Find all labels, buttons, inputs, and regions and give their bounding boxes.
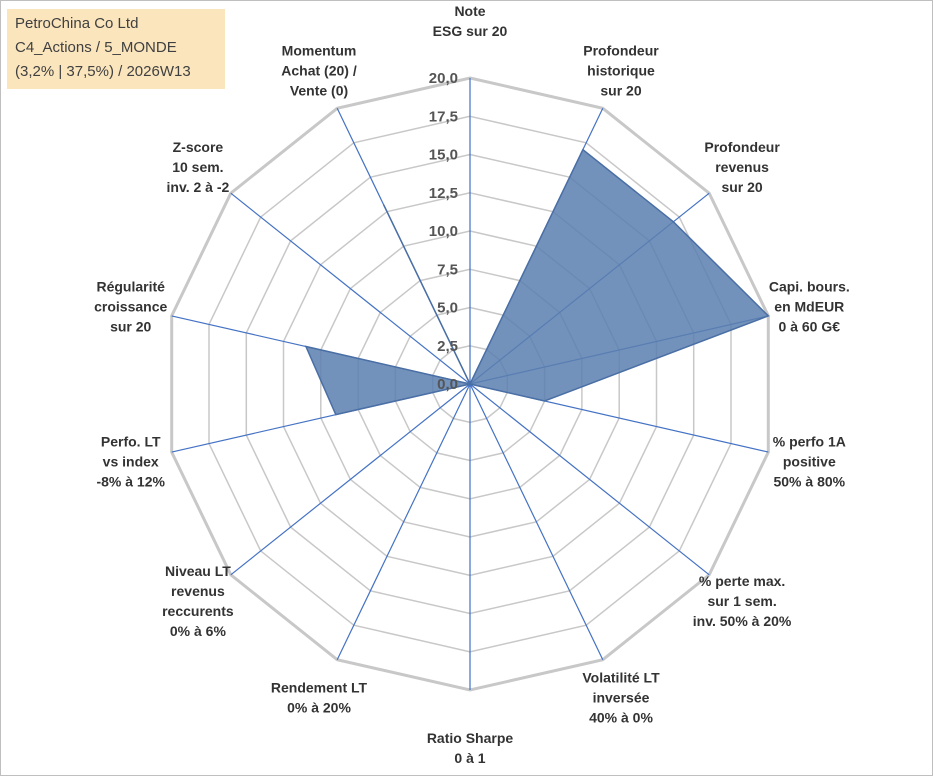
axis-label-line: Perfo. LT <box>101 433 161 449</box>
tick-label: 20,0 <box>429 70 458 87</box>
axis-label-line: historique <box>587 63 655 79</box>
axis-label-12: Z-score 10 sem. inv. 2 à -2 <box>167 139 230 195</box>
spoke-12 <box>231 193 470 384</box>
axis-label-line: Volatilité LT <box>582 670 660 686</box>
tick-label: 10,0 <box>429 223 458 240</box>
axis-label-line: Z-score <box>173 139 224 155</box>
spoke-8 <box>337 384 470 660</box>
axis-label-line: -8% à 12% <box>96 473 165 489</box>
axis-label-line: revenus <box>715 159 769 175</box>
tick-label: 2,5 <box>437 338 458 355</box>
axis-label-5: % perte max. sur 1 sem. inv. 50% à 20% <box>693 573 792 629</box>
axis-label-3: Capi. bours. en MdEUR 0 à 60 G€ <box>769 279 850 335</box>
axis-label-9: Niveau LT revenus reccurents 0% à 6% <box>162 563 234 639</box>
axis-label-line: Niveau LT <box>165 563 231 579</box>
axis-label-line: ESG sur 20 <box>433 23 508 39</box>
axis-label-line: 10 sem. <box>172 159 223 175</box>
axis-label-line: en MdEUR <box>774 299 844 315</box>
axis-label-line: sur 20 <box>600 83 641 99</box>
axis-label-line: Note <box>454 3 485 19</box>
axis-label-line: croissance <box>94 299 167 315</box>
axis-label-line: sur 20 <box>110 319 151 335</box>
axis-label-line: inversée <box>593 690 650 706</box>
axis-label-line: 0% à 20% <box>287 700 351 716</box>
spoke-9 <box>231 384 470 575</box>
tick-label: 15,0 <box>429 147 458 164</box>
series-area-0 <box>306 150 768 415</box>
axis-label-8: Rendement LT 0% à 20% <box>271 680 368 716</box>
radial-tick-labels: 0,0 2,5 5,0 7,5 10,0 12,5 15,0 17,5 20,0 <box>429 70 458 393</box>
axis-label-4: % perfo 1A positive 50% à 80% <box>773 433 846 489</box>
axis-label-6: Volatilité LT inversée 40% à 0% <box>582 670 660 726</box>
axis-label-13: Momentum Achat (20) / Vente (0) <box>281 43 357 99</box>
axis-label-line: sur 20 <box>721 179 762 195</box>
axis-label-line: revenus <box>171 583 225 599</box>
tick-label: 17,5 <box>429 108 458 125</box>
radar-series <box>306 150 769 415</box>
axis-label-line: 0 à 1 <box>454 750 485 766</box>
axis-label-2: Profondeur revenus sur 20 <box>704 139 780 195</box>
axis-label-line: vs index <box>103 453 159 469</box>
axis-label-11: Régularité croissance sur 20 <box>94 279 167 335</box>
tick-label: 7,5 <box>437 261 458 278</box>
axis-label-10: Perfo. LT vs index -8% à 12% <box>96 433 165 489</box>
axis-label-line: 0% à 6% <box>170 623 227 639</box>
spoke-6 <box>470 384 603 660</box>
axis-label-line: Profondeur <box>583 43 659 59</box>
axis-label-line: 40% à 0% <box>589 710 653 726</box>
axis-label-line: positive <box>783 453 836 469</box>
axis-label-line: sur 1 sem. <box>707 593 776 609</box>
axis-label-line: Vente (0) <box>290 83 348 99</box>
axis-label-line: Rendement LT <box>271 680 368 696</box>
axis-label-line: 50% à 80% <box>773 473 845 489</box>
tick-label: 0,0 <box>437 376 458 393</box>
tick-label: 12,5 <box>429 185 458 202</box>
axis-label-line: 0 à 60 G€ <box>779 319 841 335</box>
axis-label-line: % perfo 1A <box>773 433 846 449</box>
axis-label-line: Ratio Sharpe <box>427 730 514 746</box>
axis-label-line: inv. 50% à 20% <box>693 613 792 629</box>
axis-label-line: Profondeur <box>704 139 780 155</box>
axis-label-line: Capi. bours. <box>769 279 850 295</box>
axis-label-line: % perte max. <box>699 573 785 589</box>
tick-label: 5,0 <box>437 300 458 317</box>
axis-label-line: inv. 2 à -2 <box>167 179 230 195</box>
axis-label-line: Achat (20) / <box>281 63 357 79</box>
axis-label-line: reccurents <box>162 603 234 619</box>
axis-label-7: Ratio Sharpe 0 à 1 <box>427 730 514 766</box>
axis-label-line: Momentum <box>282 43 357 59</box>
spoke-5 <box>470 384 709 575</box>
axis-label-line: Régularité <box>96 279 165 295</box>
axis-label-1: Profondeur historique sur 20 <box>583 43 659 99</box>
axis-label-0: Note ESG sur 20 <box>433 3 508 39</box>
